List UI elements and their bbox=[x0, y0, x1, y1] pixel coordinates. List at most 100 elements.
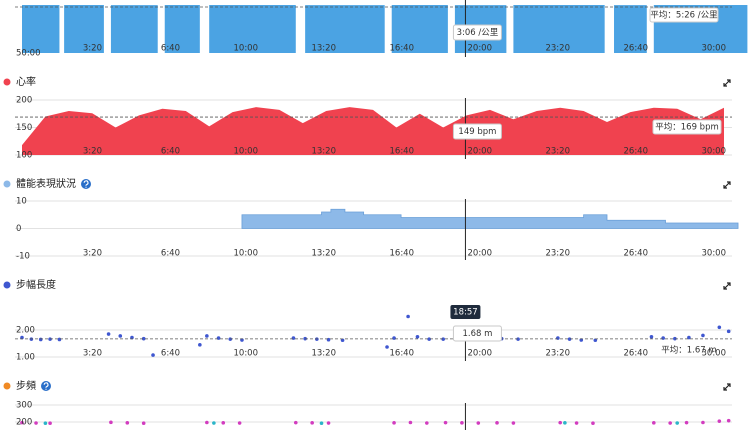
y-tick-label: 0 bbox=[16, 224, 21, 234]
point bbox=[310, 421, 314, 425]
x-tick-label: 3:20 bbox=[83, 249, 102, 259]
point bbox=[385, 345, 389, 349]
x-tick-label: 3:20 bbox=[83, 44, 102, 54]
point bbox=[392, 336, 396, 340]
x-tick-label: 10:00 bbox=[234, 147, 259, 157]
y-tick-label: 100 bbox=[16, 151, 32, 161]
point bbox=[221, 421, 226, 425]
x-tick-label: 26:40 bbox=[624, 44, 649, 54]
point bbox=[109, 420, 113, 425]
x-tick-label: 20:00 bbox=[468, 249, 493, 259]
x-tick-label: 13:20 bbox=[311, 44, 336, 54]
point bbox=[151, 353, 155, 357]
point bbox=[574, 421, 579, 425]
tooltip-label: 1.68 m bbox=[462, 329, 492, 339]
x-tick-label: 20:00 bbox=[468, 44, 493, 54]
x-tick-label: 6:40 bbox=[161, 349, 180, 359]
point bbox=[673, 336, 677, 341]
point bbox=[649, 334, 654, 339]
x-tick-label: 6:40 bbox=[161, 147, 180, 157]
y-tick-label: 150 bbox=[16, 123, 32, 133]
point bbox=[20, 335, 24, 340]
expand-icons[interactable] bbox=[723, 79, 731, 391]
x-tick-label: 16:40 bbox=[390, 249, 415, 259]
point bbox=[205, 420, 209, 425]
legend-dot bbox=[3, 78, 11, 86]
y-tick-label: -10 bbox=[16, 252, 30, 262]
point bbox=[558, 420, 562, 425]
pace-bar bbox=[22, 5, 60, 53]
point bbox=[326, 421, 331, 425]
x-tick-label: 30:00 bbox=[702, 249, 727, 259]
y-tick-label: 200 bbox=[16, 96, 32, 106]
point bbox=[141, 336, 146, 341]
point bbox=[563, 421, 567, 425]
tooltip-label: 3:06 /公里 bbox=[457, 28, 499, 38]
cursor-time: 18:57 bbox=[453, 308, 478, 318]
point bbox=[567, 337, 572, 341]
help-icon[interactable] bbox=[81, 179, 91, 189]
x-tick-label: 23:20 bbox=[545, 349, 570, 359]
cursor-time-box bbox=[450, 305, 481, 319]
average-label: 平均：5:26 /公里 bbox=[650, 10, 718, 21]
point bbox=[20, 420, 24, 425]
y-tick-label: 50:00 bbox=[16, 49, 41, 59]
point bbox=[57, 337, 62, 342]
pace-bar bbox=[110, 5, 158, 53]
point bbox=[511, 421, 516, 425]
pace-bar bbox=[305, 5, 385, 53]
point bbox=[406, 314, 410, 319]
x-tick-label: 6:40 bbox=[161, 249, 180, 259]
x-tick-label: 20:00 bbox=[468, 349, 493, 359]
point bbox=[319, 421, 324, 425]
point bbox=[141, 421, 146, 425]
x-tick-label: 13:20 bbox=[311, 349, 336, 359]
panel-title: 體能表現狀況 bbox=[16, 177, 76, 190]
x-tick-label: 13:20 bbox=[311, 147, 336, 157]
legend-dot bbox=[3, 281, 11, 289]
x-tick-label: 10:00 bbox=[234, 349, 259, 359]
x-tick-label: 16:40 bbox=[390, 44, 415, 54]
pace-bar bbox=[513, 5, 605, 53]
point bbox=[106, 332, 111, 336]
x-tick-label: 10:00 bbox=[234, 44, 259, 54]
y-tick-label: 1.00 bbox=[16, 353, 35, 363]
x-tick-label: 16:40 bbox=[390, 147, 415, 157]
x-tick-label: 23:20 bbox=[545, 249, 570, 259]
point bbox=[291, 336, 296, 340]
point bbox=[198, 343, 202, 347]
x-tick-label: 30:00 bbox=[702, 44, 727, 54]
point bbox=[516, 337, 520, 341]
average-label: 平均：1.67 m bbox=[661, 345, 716, 356]
x-tick-label: 30:00 bbox=[702, 349, 727, 359]
point bbox=[726, 329, 731, 334]
point bbox=[38, 337, 43, 342]
pace-bar bbox=[614, 5, 647, 53]
legend-dot bbox=[3, 382, 11, 390]
point bbox=[668, 421, 672, 425]
heart-rate-area bbox=[22, 107, 724, 155]
point bbox=[441, 337, 446, 341]
x-tick-label: 10:00 bbox=[234, 249, 259, 259]
point bbox=[43, 421, 48, 425]
point bbox=[556, 336, 560, 340]
point bbox=[125, 421, 130, 425]
point bbox=[701, 420, 705, 425]
point bbox=[425, 421, 429, 425]
legend-dot bbox=[3, 180, 11, 188]
x-tick-label: 23:20 bbox=[545, 147, 570, 157]
point bbox=[684, 420, 689, 425]
pace-bar bbox=[64, 5, 104, 53]
point bbox=[726, 418, 731, 423]
point bbox=[460, 421, 464, 425]
point bbox=[443, 420, 448, 425]
y-tick-label: 200 bbox=[16, 418, 32, 428]
point bbox=[212, 421, 216, 425]
panel-title: 步幅長度 bbox=[16, 278, 56, 291]
x-tick-label: 3:20 bbox=[83, 349, 102, 359]
help-icon[interactable] bbox=[41, 381, 51, 391]
point bbox=[591, 421, 595, 425]
pace-bar bbox=[209, 5, 296, 53]
point bbox=[495, 421, 499, 425]
